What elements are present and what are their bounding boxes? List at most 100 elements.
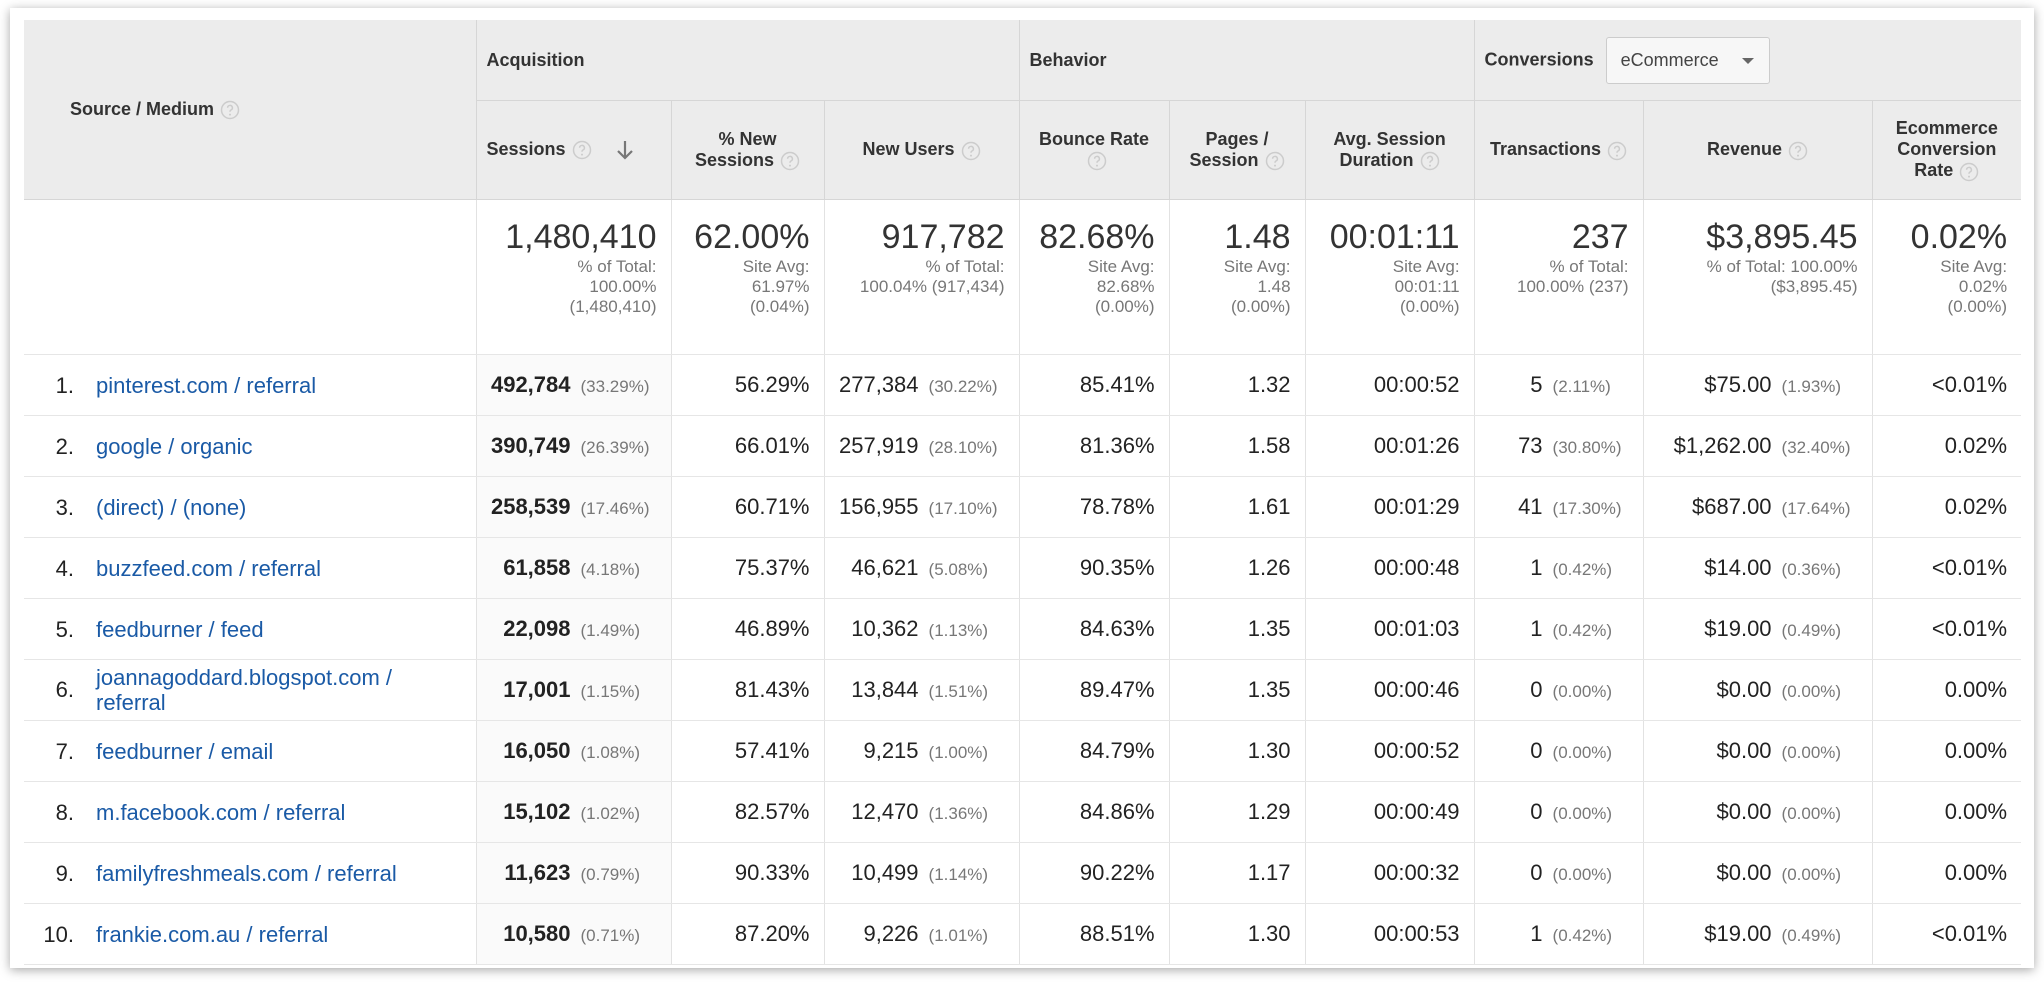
column-header[interactable]: Revenue (1642, 100, 1873, 200)
source-cell: 10. frankie.com.au / referral (24, 903, 476, 965)
total-value: 82.68% (1039, 218, 1155, 256)
source-medium-header[interactable]: Source / Medium (24, 20, 476, 200)
total-note: Site Avg: (1087, 257, 1155, 276)
metric-cell: 1 (0.42%) (1473, 598, 1644, 660)
metric-cell: 1.17 (1168, 842, 1306, 904)
source-cell: 1. pinterest.com / referral (24, 354, 476, 416)
source-link[interactable]: google / organic (96, 434, 253, 460)
metric-cell: $1,262.00 (32.40%) (1642, 415, 1873, 477)
source-link[interactable]: (direct) / (none) (96, 495, 247, 521)
metric-value: 66.01% (734, 433, 810, 458)
total-note: Site Avg: (742, 257, 810, 276)
source-cell: 9. familyfreshmeals.com / referral (24, 842, 476, 904)
metric-cell: 1 (0.42%) (1473, 903, 1644, 965)
metric-cell: 11,623 (0.79%) (475, 842, 671, 904)
metric-value: 17,001 (503, 677, 571, 702)
metric-value: 9,226 (863, 921, 919, 946)
metric-cell: 00:00:52 (1304, 720, 1475, 782)
metric-cell: 00:00:53 (1304, 903, 1475, 965)
table-body: 1,480,410% of Total: 100.00% (1,480,410) 62… (24, 199, 2022, 965)
column-header[interactable]: Pages / Session (1168, 100, 1306, 200)
metric-cell: $0.00 (0.00%) (1642, 842, 1873, 904)
metric-value: 1.30 (1247, 921, 1291, 946)
column-header[interactable]: Avg. Session Duration (1304, 100, 1475, 200)
data-row: 3. (direct) / (none) 258,539 (17.46%) 60.71%… (24, 476, 2022, 538)
metric-share: (17.10%) (928, 499, 998, 518)
source-link[interactable]: feedburner / email (96, 739, 274, 765)
row-rank: 4. (55, 555, 74, 581)
column-header[interactable]: Transactions (1473, 100, 1644, 200)
metric-share: (0.00%) (1552, 743, 1613, 762)
help-icon[interactable] (572, 140, 592, 160)
help-icon[interactable] (1788, 141, 1808, 161)
metric-value: 15,102 (503, 799, 571, 824)
metric-cell: $75.00 (1.93%) (1642, 354, 1873, 416)
metric-cell: 390,749 (26.39%) (475, 415, 671, 477)
metric-value: 81.43% (734, 677, 810, 702)
column-header[interactable]: Ecommerce Conversion Rate (1871, 100, 2022, 200)
metric-cell: <0.01% (1871, 537, 2022, 599)
metric-cell: 10,362 (1.13%) (823, 598, 1020, 660)
column-header[interactable]: % New Sessions (670, 100, 824, 200)
source-link[interactable]: feedburner / feed (96, 617, 264, 643)
metric-value: 87.20% (734, 921, 810, 946)
metric-share: (0.00%) (1781, 865, 1842, 884)
metric-cell: 75.37% (670, 537, 824, 599)
metric-cell: 87.20% (670, 903, 824, 965)
metric-cell: $0.00 (0.00%) (1642, 659, 1873, 721)
metric-cell: 5 (2.11%) (1473, 354, 1644, 416)
group-label: Acquisition (486, 49, 585, 70)
help-icon[interactable] (1087, 151, 1107, 171)
source-link[interactable]: frankie.com.au / referral (96, 922, 329, 948)
help-icon[interactable] (220, 100, 240, 120)
metric-value: 10,362 (851, 616, 919, 641)
sort-arrow[interactable] (616, 139, 634, 161)
metric-cell: 00:00:49 (1304, 781, 1475, 843)
metric-value: 1.26 (1247, 555, 1291, 580)
metric-cell: 1 (0.42%) (1473, 537, 1644, 599)
help-icon[interactable] (780, 151, 800, 171)
total-value: 00:01:11 (1329, 218, 1460, 256)
column-header[interactable]: Sessions (475, 100, 671, 200)
total-value: 1.48 (1224, 218, 1291, 256)
metric-value: 0.02% (1944, 494, 2008, 519)
help-icon[interactable] (961, 141, 981, 161)
metric-cell: 0 (0.00%) (1473, 659, 1644, 721)
total-note: 100.00% (237) (1517, 277, 1629, 296)
source-link[interactable]: buzzfeed.com / referral (96, 556, 321, 582)
help-icon[interactable] (1420, 151, 1440, 171)
metric-share: (1.93%) (1781, 377, 1842, 396)
metric-cell: 00:01:26 (1304, 415, 1475, 477)
data-row: 1. pinterest.com / referral 492,784 (33.29%… (24, 354, 2022, 416)
metric-cell: 89.47% (1018, 659, 1170, 721)
metric-cell: 12,470 (1.36%) (823, 781, 1020, 843)
metric-cell: $19.00 (0.49%) (1642, 903, 1873, 965)
row-rank: 6. (55, 677, 74, 702)
column-label: Ecommerce Conversion Rate (1895, 118, 1998, 181)
help-icon[interactable] (1607, 141, 1627, 161)
column-label: Bounce Rate (1039, 128, 1150, 149)
help-icon[interactable] (1959, 162, 1979, 182)
metric-cell: <0.01% (1871, 598, 2022, 660)
metric-share: (0.00%) (1781, 743, 1842, 762)
source-link[interactable]: joannagoddard.blogspot.com / referral (96, 665, 392, 715)
column-header[interactable]: Bounce Rate (1018, 100, 1170, 200)
total-note: % of Total: (1549, 257, 1629, 276)
source-link[interactable]: pinterest.com / referral (96, 373, 317, 399)
metric-value: 22,098 (503, 616, 571, 641)
metric-share: (0.00%) (1552, 804, 1613, 823)
metric-cell: 15,102 (1.02%) (475, 781, 671, 843)
total-note: Site Avg: (1223, 257, 1291, 276)
metric-value: $0.00 (1716, 799, 1772, 824)
metric-cell: 13,844 (1.51%) (823, 659, 1020, 721)
metric-cell: $687.00 (17.64%) (1642, 476, 1873, 538)
row-rank: 9. (55, 860, 74, 886)
metric-cell: 56.29% (670, 354, 824, 416)
source-link[interactable]: familyfreshmeals.com / referral (96, 861, 397, 887)
help-icon[interactable] (1265, 151, 1285, 171)
conversion-select[interactable]: eCommerce (1605, 36, 1770, 84)
source-link[interactable]: m.facebook.com / referral (96, 800, 346, 826)
column-header[interactable]: New Users (823, 100, 1020, 200)
total-note: (0.00%) (1400, 297, 1460, 316)
metric-share: (0.71%) (580, 926, 641, 945)
